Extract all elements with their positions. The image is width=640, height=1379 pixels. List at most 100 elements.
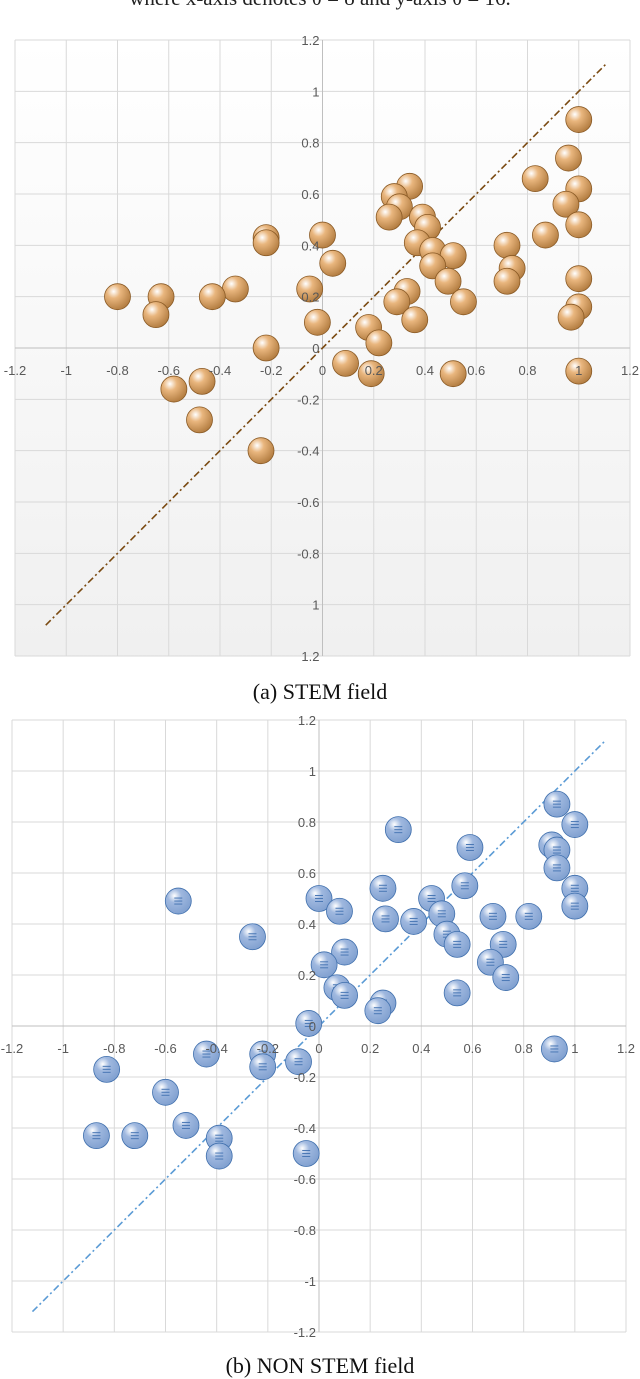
data-point <box>561 892 589 920</box>
data-point <box>372 905 399 933</box>
y-tick-label: -0.4 <box>294 1121 316 1136</box>
data-point <box>188 367 216 395</box>
data-point <box>565 211 593 239</box>
x-tick-label: -1.2 <box>1 1041 23 1056</box>
data-point <box>565 357 593 385</box>
data-point <box>331 938 358 966</box>
y-tick-label: 0 <box>312 341 319 356</box>
x-tick-label: 1 <box>575 363 582 378</box>
data-point <box>364 997 392 1025</box>
data-point <box>309 221 336 249</box>
y-tick-label: -0.6 <box>294 1172 316 1187</box>
data-point <box>292 1140 320 1167</box>
y-tick-label: 0.2 <box>298 968 316 983</box>
data-point <box>285 1048 312 1076</box>
x-tick-label: 1.2 <box>621 363 639 378</box>
data-point <box>152 1078 179 1106</box>
x-tick-label: -0.8 <box>103 1041 125 1056</box>
x-tick-label: 0 <box>315 1041 322 1056</box>
non-stem-scatter-chart: -1.2 -1 -0.8 -0.6 -0.4 -0.2 0 0.2 0.4 0.6 0.8 1 1.2 1… <box>1 713 635 1340</box>
x-tick-label: -0.6 <box>158 363 180 378</box>
y-tick-label: 1.2 <box>301 33 319 48</box>
data-point <box>450 288 477 316</box>
x-tick-label: -1 <box>60 363 72 378</box>
y-tick-label: 1 <box>312 598 319 613</box>
y-tick-label: 0.6 <box>298 866 316 881</box>
x-tick-label: -0.2 <box>260 363 282 378</box>
y-tick-label: -0.2 <box>294 1070 316 1085</box>
data-point <box>555 144 582 172</box>
x-tick-label: 0.4 <box>412 1041 430 1056</box>
data-point <box>540 1035 568 1063</box>
data-point <box>198 283 226 311</box>
data-point <box>492 964 520 991</box>
non-stem-chart-caption: (b) NON STEM field <box>225 1353 415 1378</box>
data-point <box>205 1142 233 1170</box>
data-point <box>493 267 521 295</box>
x-tick-label: 0.2 <box>365 363 383 378</box>
stem-chart-caption: (a) STEM field <box>252 679 388 704</box>
x-tick-label: -0.8 <box>106 363 128 378</box>
data-point <box>239 923 266 951</box>
x-tick-label: -0.6 <box>154 1041 176 1056</box>
x-tick-label: 0 <box>319 363 326 378</box>
x-tick-label: -0.2 <box>257 1041 279 1056</box>
x-tick-label: 0.6 <box>467 363 485 378</box>
data-point <box>565 106 593 133</box>
y-tick-label: -0.4 <box>297 444 319 459</box>
data-point <box>93 1055 121 1083</box>
x-tick-label: 0.8 <box>515 1041 533 1056</box>
data-point <box>557 303 585 331</box>
data-point <box>332 349 359 377</box>
data-point <box>561 811 589 838</box>
data-point <box>249 1053 277 1081</box>
data-point <box>375 203 403 231</box>
data-point <box>543 790 571 818</box>
data-point <box>456 834 484 861</box>
x-tick-label: 0.6 <box>463 1041 481 1056</box>
data-point <box>439 360 467 388</box>
y-tick-label: -1.2 <box>294 1325 316 1340</box>
data-point <box>357 360 385 388</box>
data-point <box>252 229 280 257</box>
data-point <box>310 951 338 979</box>
data-point <box>160 375 188 403</box>
data-point <box>296 275 324 303</box>
data-point <box>552 190 580 218</box>
x-tick-label: 0.8 <box>518 363 536 378</box>
data-point <box>83 1122 110 1150</box>
data-point <box>164 887 192 915</box>
y-tick-label: -0.2 <box>297 392 319 407</box>
y-tick-label: 0.8 <box>298 815 316 830</box>
y-tick-label: 0.2 <box>301 290 319 305</box>
stem-scatter-chart: -1.2 -1 -0.8 -0.6 -0.4 -0.2 0 0.2 0.4 0.6 0.8 1 1.21… <box>4 33 639 664</box>
x-tick-label: -0.4 <box>209 363 231 378</box>
x-tick-label: 0.4 <box>416 363 434 378</box>
y-tick-label: -0.6 <box>297 495 319 510</box>
reference-line <box>45 62 608 626</box>
data-point <box>434 267 462 295</box>
data-point <box>365 329 393 357</box>
y-tick-label: -1 <box>304 1274 316 1289</box>
data-point <box>443 979 471 1007</box>
y-tick-label: 1.2 <box>301 649 319 664</box>
data-point <box>515 902 543 930</box>
y-tick-label: 0.4 <box>301 238 319 253</box>
data-point <box>565 265 593 293</box>
data-point <box>479 902 507 930</box>
data-point <box>305 885 333 912</box>
data-point <box>532 221 559 249</box>
data-point <box>401 306 429 334</box>
y-tick-label: 0.6 <box>301 187 319 202</box>
data-point <box>121 1122 149 1150</box>
data-point <box>331 981 358 1009</box>
x-tick-label: 0.2 <box>361 1041 379 1056</box>
y-tick-label: 0 <box>309 1019 316 1034</box>
y-tick-label: 1 <box>312 84 319 99</box>
data-point <box>142 301 170 329</box>
data-point <box>521 165 549 193</box>
data-point <box>369 874 397 902</box>
top-caption-fragment: where x-axis denotes θ = 8 and y-axis θ … <box>0 0 640 16</box>
data-point <box>428 900 456 928</box>
x-tick-label: -1.2 <box>4 363 26 378</box>
